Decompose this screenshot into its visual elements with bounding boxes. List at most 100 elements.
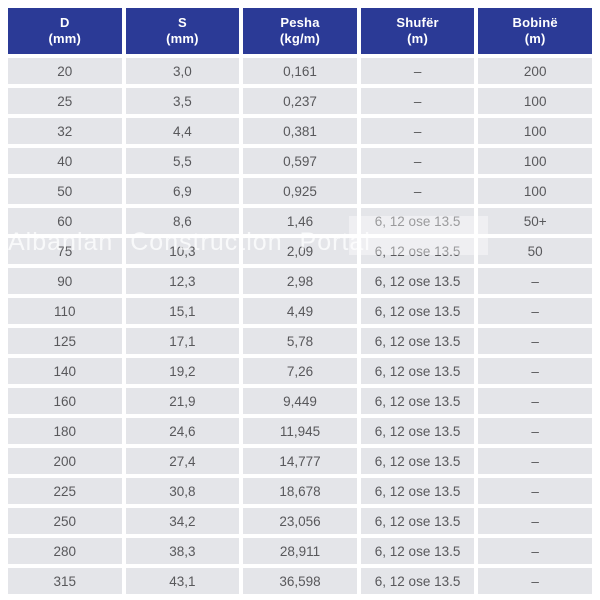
table-cell: – (478, 268, 592, 294)
table-cell: 15,1 (125, 298, 240, 324)
col-header-label: Pesha (280, 15, 320, 30)
table-cell: 43,1 (125, 568, 240, 594)
table-cell: 2,98 (243, 268, 357, 294)
table-cell: 9,449 (243, 388, 357, 414)
table-cell: 1,46 (243, 208, 357, 234)
table-cell: 6, 12 ose 13.5 (360, 208, 475, 234)
table-cell: 0,237 (243, 88, 357, 114)
table-cell: 6, 12 ose 13.5 (360, 508, 475, 534)
table-cell: 6, 12 ose 13.5 (360, 358, 475, 384)
header-row: D (mm) S (mm) Pesha (kg/m) Shufër (m) Bo… (8, 8, 592, 54)
table-cell: 7,26 (243, 358, 357, 384)
table-cell: 2,09 (243, 238, 357, 264)
table-cell: – (478, 478, 592, 504)
table-cell: 0,161 (243, 58, 357, 84)
table-cell: 3,5 (125, 88, 240, 114)
table-row: 280 38,3 28,911 6, 12 ose 13.5– (8, 538, 592, 564)
table-cell: – (478, 298, 592, 324)
col-header-unit: (mm) (166, 31, 199, 46)
table-cell: 110 (8, 298, 122, 324)
table-row: 110 15,1 4,49 6, 12 ose 13.5– (8, 298, 592, 324)
table-cell: 60 (8, 208, 122, 234)
table-cell: 100 (478, 88, 592, 114)
table-row: 75 10,3 2,09 6, 12 ose 13.5 50 (8, 238, 592, 264)
table-cell: – (360, 178, 475, 204)
table-cell: 0,925 (243, 178, 357, 204)
table-cell: 125 (8, 328, 122, 354)
table-cell: 27,4 (125, 448, 240, 474)
table-header: D (mm) S (mm) Pesha (kg/m) Shufër (m) Bo… (8, 8, 592, 54)
table-cell: 6, 12 ose 13.5 (360, 298, 475, 324)
table-cell: – (478, 328, 592, 354)
table-cell: 19,2 (125, 358, 240, 384)
table-cell: 200 (478, 58, 592, 84)
table-cell: 100 (478, 178, 592, 204)
col-header-thickness: S (mm) (125, 8, 240, 54)
col-header-label: Bobinë (512, 15, 558, 30)
col-header-label: S (177, 15, 187, 30)
col-header-unit: (mm) (48, 31, 82, 46)
table-cell: 14,777 (243, 448, 357, 474)
table-cell: 11,945 (243, 418, 357, 444)
table-cell: 10,3 (125, 238, 240, 264)
table-cell: – (360, 58, 475, 84)
table-row: 180 24,6 11,945 6, 12 ose 13.5– (8, 418, 592, 444)
table-row: 90 12,3 2,98 6, 12 ose 13.5– (8, 268, 592, 294)
table-cell: 34,2 (125, 508, 240, 534)
table-cell: 250 (8, 508, 122, 534)
table-cell: 30,8 (125, 478, 240, 504)
col-header-label: Shufër (396, 15, 439, 30)
table-cell: – (360, 118, 475, 144)
table-row: 140 19,2 7,26 6, 12 ose 13.5– (8, 358, 592, 384)
table-cell: 6, 12 ose 13.5 (360, 388, 475, 414)
table-cell: 315 (8, 568, 122, 594)
table-cell: 24,6 (125, 418, 240, 444)
table-cell: 0,381 (243, 118, 357, 144)
table-cell: 38,3 (125, 538, 240, 564)
table-cell: – (478, 568, 592, 594)
table-cell: 6, 12 ose 13.5 (360, 328, 475, 354)
col-header-unit: (kg/m) (279, 31, 321, 46)
table-cell: 6,9 (125, 178, 240, 204)
table-cell: 6, 12 ose 13.5 (360, 418, 475, 444)
table-cell: – (478, 418, 592, 444)
table-cell: 40 (8, 148, 122, 174)
table-cell: 100 (478, 148, 592, 174)
table-cell: – (478, 448, 592, 474)
table-cell: 225 (8, 478, 122, 504)
table-row: 25 3,5 0,237–100 (8, 88, 592, 114)
table-cell: 18,678 (243, 478, 357, 504)
table-row: 40 5,5 0,597–100 (8, 148, 592, 174)
col-header-label: D (60, 15, 70, 30)
table-cell: 4,49 (243, 298, 357, 324)
table-cell: 20 (8, 58, 122, 84)
table-cell: 25 (8, 88, 122, 114)
table-row: 250 34,2 23,056 6, 12 ose 13.5– (8, 508, 592, 534)
table-cell: 23,056 (243, 508, 357, 534)
table-cell: 5,78 (243, 328, 357, 354)
table-cell: 50 (478, 238, 592, 264)
table-cell: 100 (478, 118, 592, 144)
col-header-unit: (m) (524, 31, 546, 46)
table-cell: 6, 12 ose 13.5 (360, 238, 475, 264)
table-row: 160 21,9 9,449 6, 12 ose 13.5– (8, 388, 592, 414)
table-cell: – (478, 538, 592, 564)
table-cell: 6, 12 ose 13.5 (360, 268, 475, 294)
table-cell: 75 (8, 238, 122, 264)
table-cell: 180 (8, 418, 122, 444)
table-row: 200 27,4 14,777 6, 12 ose 13.5– (8, 448, 592, 474)
table-cell: 36,598 (243, 568, 357, 594)
table-cell: 32 (8, 118, 122, 144)
table-row: 20 3,0 0,161–200 (8, 58, 592, 84)
table-cell: 6, 12 ose 13.5 (360, 478, 475, 504)
table-cell: 3,0 (125, 58, 240, 84)
table-cell: – (360, 88, 475, 114)
col-header-weight: Pesha (kg/m) (243, 8, 357, 54)
table-cell: 6, 12 ose 13.5 (360, 538, 475, 564)
table-cell: – (478, 388, 592, 414)
table-cell: – (478, 508, 592, 534)
table-cell: 280 (8, 538, 122, 564)
table-cell: 200 (8, 448, 122, 474)
table-cell: 0,597 (243, 148, 357, 174)
col-header-bar-length: Shufër (m) (360, 8, 475, 54)
